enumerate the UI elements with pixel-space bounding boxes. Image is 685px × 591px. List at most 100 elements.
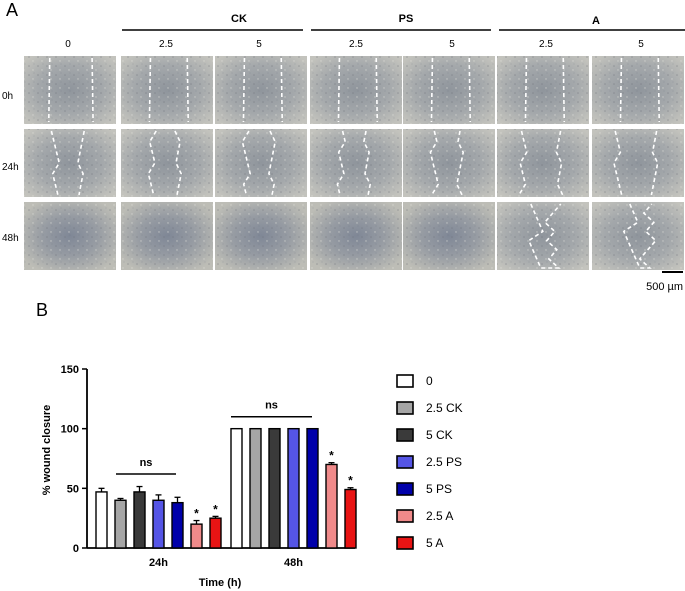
micrograph-texture [310,129,402,197]
micrograph-image [215,56,307,124]
micrograph-texture [215,129,307,197]
micrograph-texture [497,56,589,124]
wound-edge-line [147,130,157,196]
micrograph-image [310,129,402,197]
row-label: 0h [2,91,13,102]
micrograph-image [310,202,402,270]
wound-edge-line [242,57,246,123]
wound-edge-line [47,57,51,123]
bar [114,499,127,549]
wound-edge-line [657,57,661,123]
micrograph-image [24,56,116,124]
significance-asterisk: * [348,474,353,488]
micrograph-texture [497,202,589,270]
bar [152,499,165,549]
ns-label: ns [140,457,153,469]
x-tick-label: 48h [284,557,303,569]
wound-edge-line [241,130,252,196]
legend-swatch [396,455,414,469]
micrograph-texture [592,56,684,124]
x-tick-label: 24h [149,557,168,569]
bar [325,463,338,549]
wound-edge-line [77,130,85,196]
column-label: 5 [449,39,455,50]
legend-swatch [396,401,414,415]
legend-swatch [396,428,414,442]
wound-edge-line [268,130,277,196]
bar [95,491,108,549]
micrograph-image [592,129,684,197]
micrograph-image [592,202,684,270]
group-header-a: A [592,15,600,27]
ns-label: ns [265,400,278,412]
chart-legend: 0 2.5 CK 5 CK 2.5 PS 5 PS 2.5 A 5 A [396,374,463,550]
micrograph-texture [121,56,213,124]
wound-edge-line [456,130,465,196]
wound-edge-line [375,57,379,123]
scale-bar-label: 500 µm [646,281,683,293]
micrograph-image [310,56,402,124]
micrograph-texture [121,202,213,270]
wound-edge-line [186,57,190,123]
wound-edge-line [50,130,61,196]
wound-edge-line [527,203,562,269]
micrograph-image [24,202,116,270]
legend-swatch [396,509,414,523]
wound-edge-line [336,130,347,196]
wound-edge-line [148,57,152,123]
legend-label: 5 A [426,536,443,550]
column-label: 2.5 [159,39,173,50]
micrograph-image [497,202,589,270]
column-label: 5 [256,39,262,50]
micrograph-texture [310,202,402,270]
y-tick-label: 100 [61,424,79,436]
micrograph-image [497,129,589,197]
significance-asterisk: * [213,502,218,516]
bar [306,427,319,549]
legend-label: 2.5 PS [426,455,462,469]
y-tick-label: 0 [73,543,79,555]
micrograph-texture [403,202,495,270]
micrograph-texture [497,129,589,197]
bar [344,488,357,549]
significance-asterisk: * [329,449,334,463]
significance-asterisk: * [194,507,199,521]
wound-closure-chart: % wound closure Time (h) 0 50 100 150 * * 24h *… [41,364,463,589]
x-axis-title: Time (h) [199,577,242,589]
micrograph-texture [592,202,684,270]
panel-a-letter: A [6,0,19,20]
micrograph-image [24,129,116,197]
wound-edge-line [430,57,434,123]
legend-swatch [396,374,414,388]
legend-swatch [396,482,414,496]
chart-marks: 0 50 100 150 * * 24h * * 48h ns ns [61,364,357,569]
micrograph-texture [403,56,495,124]
legend-swatch [396,536,414,550]
panel-b-letter: B [36,300,49,320]
wound-edge-line [524,57,528,123]
micrograph-texture [310,56,402,124]
y-tick-label: 50 [67,483,79,495]
wound-edge-line [613,130,623,196]
wound-edge-line [91,57,94,123]
panel-a-header: CK PS A 0 2.5 5 2.5 5 2.5 5 [65,13,685,50]
wound-edge-line [555,130,564,196]
legend-label: 5 PS [426,482,452,496]
micrograph-image [403,129,495,197]
column-label: 2.5 [539,39,553,50]
row-label: 48h [2,233,19,244]
wound-edge-line [280,57,284,123]
micrograph-image [215,202,307,270]
wound-edge-line [337,57,341,123]
bar [171,501,184,549]
micrograph-image [121,56,213,124]
y-tick-label: 150 [61,364,79,376]
micrograph-texture [215,56,307,124]
wound-edge-line [468,57,472,123]
wound-edge-line [518,130,528,196]
wound-edge-line [650,130,659,196]
micrograph-image [403,56,495,124]
legend-label: 2.5 CK [426,401,463,415]
bar [133,491,146,549]
